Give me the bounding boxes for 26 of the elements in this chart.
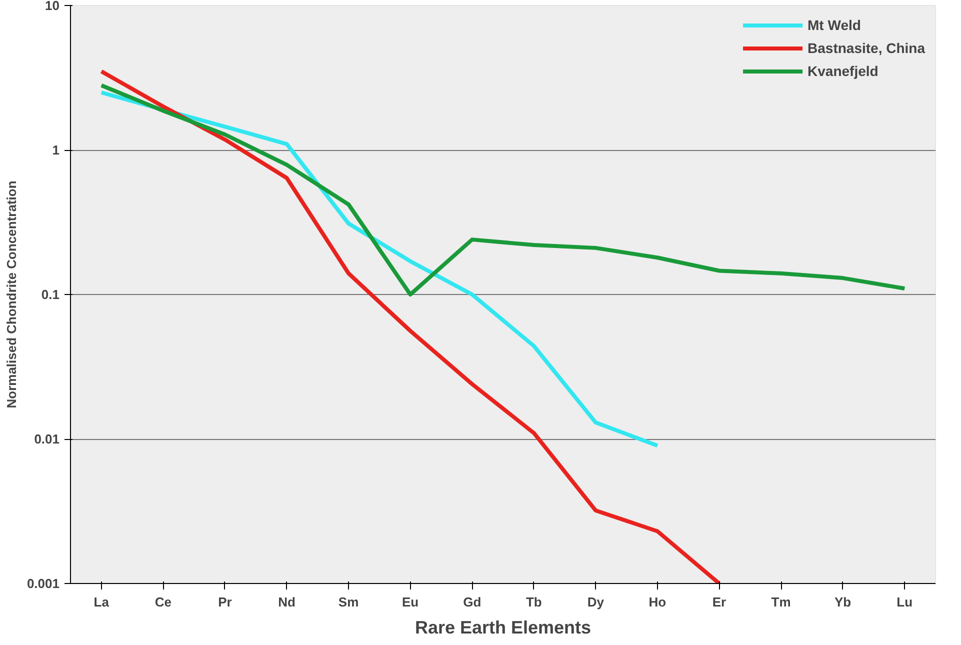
y-tick-label: 0.001 xyxy=(26,576,60,591)
y-tick-label: 1 xyxy=(52,142,60,158)
x-tick-label: Gd xyxy=(463,594,482,610)
x-tick-label: Nd xyxy=(278,594,296,610)
y-axis-title: Normalised Chondrite Concentration xyxy=(4,180,19,408)
line-series xyxy=(99,69,722,584)
x-tick-label: La xyxy=(94,594,110,610)
legend-label: Mt Weld xyxy=(808,17,861,33)
x-tick-label: Ho xyxy=(648,594,666,610)
y-tick-label: 0.1 xyxy=(41,287,60,302)
x-tick-label: Eu xyxy=(402,594,419,610)
y-tick-label: 0.01 xyxy=(34,432,60,446)
x-tick-label: Tm xyxy=(771,594,791,610)
legend-label: Kvanefjeld xyxy=(808,63,878,79)
x-tick-label: Er xyxy=(712,594,726,610)
line-series xyxy=(99,83,907,296)
y-tick-label: 10 xyxy=(45,0,60,13)
x-tick-label: Yb xyxy=(834,594,852,610)
x-tick-label: Tb xyxy=(526,594,542,610)
legend-label: Bastnasite, China xyxy=(808,40,925,56)
x-tick-label: Pr xyxy=(218,594,232,610)
x-tick-label: Dy xyxy=(587,594,605,610)
x-tick-label: Ce xyxy=(154,594,172,610)
x-tick-label: Lu xyxy=(896,594,913,610)
x-axis-title: Rare Earth Elements xyxy=(414,618,592,638)
x-tick-label: Sm xyxy=(338,594,359,610)
